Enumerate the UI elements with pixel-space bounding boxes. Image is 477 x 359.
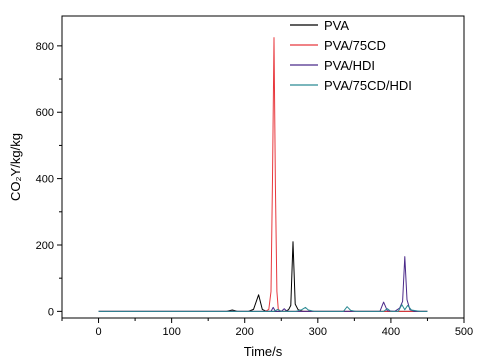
x-tick-label-400: 400 <box>382 326 400 338</box>
series-line-3 <box>98 304 428 312</box>
x-tick-label-0: 0 <box>95 326 101 338</box>
series-layer <box>98 37 428 312</box>
y-tick-label-200: 200 <box>36 240 54 252</box>
x-tick-label-300: 300 <box>309 326 327 338</box>
ticks-layer: 0 100 200 300 400 500 0 200 400 600 800 <box>36 41 474 338</box>
y-tick-label-600: 600 <box>36 107 54 119</box>
x-tick-label-100: 100 <box>162 326 180 338</box>
legend: PVA PVA/75CD PVA/HDI PVA/75CD/HDI <box>290 18 412 93</box>
y-tick-label-0: 0 <box>48 306 54 318</box>
legend-label-2: PVA/HDI <box>324 58 375 73</box>
y-tick-label-800: 800 <box>36 41 54 53</box>
legend-label-0: PVA <box>324 18 349 33</box>
plot-frame <box>61 15 465 319</box>
y-axis-title: CO₂Y/kg/kg <box>8 133 23 201</box>
x-axis-title: Time/s <box>244 344 283 359</box>
x-tick-label-200: 200 <box>236 326 254 338</box>
legend-label-1: PVA/75CD <box>324 38 386 53</box>
x-tick-label-500: 500 <box>455 326 473 338</box>
legend-label-3: PVA/75CD/HDI <box>324 78 412 93</box>
y-tick-label-400: 400 <box>36 174 54 186</box>
